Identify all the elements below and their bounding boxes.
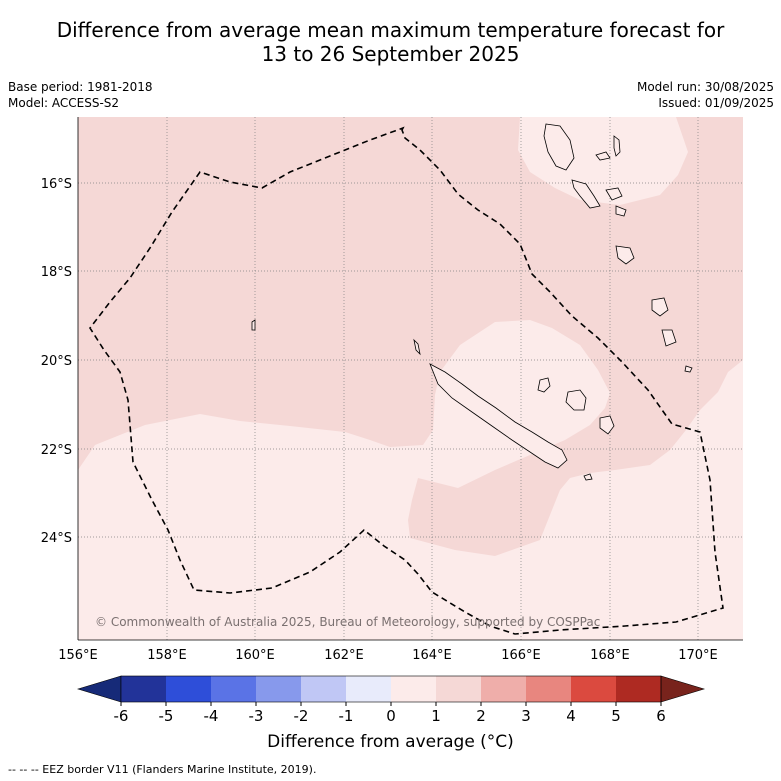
colorbar-tick-label: 0 [386, 707, 396, 725]
vanuatu-epi [615, 205, 627, 217]
colorbar-tick-label: -6 [114, 707, 129, 725]
vanuatu-pentecost [613, 135, 621, 157]
vanuatu-ambrym [605, 187, 623, 201]
anomaly-zone-1-2-upper [78, 117, 743, 556]
colorbar-swatch [571, 676, 616, 702]
meta-right: Model run: 30/08/2025 Issued: 01/09/2025 [637, 79, 774, 111]
vanuatu-espiritu-santo [543, 123, 575, 171]
colorbar-swatch [436, 676, 481, 702]
colorbar-tick-label: 6 [656, 707, 666, 725]
eez-border [89, 126, 724, 635]
lon-label: 162°E [324, 648, 364, 663]
coastlines [251, 123, 693, 481]
lat-label: 18°S [41, 265, 72, 280]
colorbar-label: Difference from average (°C) [267, 732, 514, 752]
lon-label: 170°E [678, 648, 718, 663]
model-name: Model: ACCESS-S2 [8, 96, 120, 110]
map-panel [78, 117, 743, 640]
vanuatu-erromango [651, 297, 669, 317]
colorbar-swatch [121, 676, 166, 702]
latitude-labels: 16°S 18°S 20°S 22°S 24°S [41, 177, 72, 546]
vanuatu-maewo [595, 151, 611, 161]
colorbar: -6 -5 -4 -3 -2 -1 0 1 2 3 4 5 6 [76, 675, 706, 725]
lifou-island [565, 389, 587, 411]
issued-date: Issued: 01/09/2025 [658, 96, 774, 110]
ouvea-island [537, 377, 551, 393]
vanuatu-efate [615, 245, 635, 265]
colorbar-tick-label: -2 [294, 707, 309, 725]
colorbar-tick-label: -1 [339, 707, 354, 725]
lat-label: 24°S [41, 531, 72, 546]
lat-label: 20°S [41, 354, 72, 369]
belep-island [413, 338, 421, 356]
colorbar-swatch [391, 676, 436, 702]
title-line-1: Difference from average mean maximum tem… [56, 18, 725, 42]
lon-label: 160°E [235, 648, 275, 663]
isle-of-pines [583, 473, 593, 481]
colorbar-over-arrow [660, 675, 706, 703]
map-title: Difference from average mean maximum tem… [0, 18, 781, 66]
colorbar-tick-label: 4 [566, 707, 576, 725]
lon-label: 156°E [58, 648, 98, 663]
base-period: Base period: 1981-2018 [8, 80, 153, 94]
colorbar-under-arrow [76, 675, 122, 703]
lon-label: 164°E [412, 648, 452, 663]
colorbar-swatch [526, 676, 571, 702]
colorbar-tick-label: -3 [249, 707, 264, 725]
colorbar-tick-label: 5 [611, 707, 621, 725]
colorbar-tick-label: 1 [431, 707, 441, 725]
vanuatu-tanna [661, 329, 677, 347]
lon-label: 168°E [590, 648, 630, 663]
map-gridlines [78, 117, 743, 640]
colorbar-swatch [346, 676, 391, 702]
lon-label: 158°E [147, 648, 187, 663]
colorbar-swatch [301, 676, 346, 702]
mare-island [599, 415, 615, 435]
model-run: Model run: 30/08/2025 [636, 80, 774, 94]
vanuatu-aneityum [684, 365, 693, 373]
colorbar-swatch [211, 676, 256, 702]
colorbar-tick-label: -4 [204, 707, 219, 725]
colorbar-swatch [166, 676, 211, 702]
title-line-2: 13 to 26 September 2025 [261, 42, 520, 66]
lon-label: 166°E [501, 648, 541, 663]
colorbar-swatch [481, 676, 526, 702]
chesterfield-islet [251, 319, 256, 331]
colorbar-swatch [256, 676, 301, 702]
colorbar-swatch [616, 676, 661, 702]
vanuatu-malekula [571, 179, 601, 209]
longitude-labels: 156°E 158°E 160°E 162°E 164°E 166°E 168°… [58, 648, 718, 663]
eez-footnote: -- -- -- EEZ border V11 (Flanders Marine… [8, 763, 317, 776]
lat-label: 16°S [41, 177, 72, 192]
copyright-notice: © Commonwealth of Australia 2025, Bureau… [95, 615, 600, 629]
meta-left: Base period: 1981-2018 Model: ACCESS-S2 [8, 79, 153, 111]
colorbar-tick-label: -5 [159, 707, 174, 725]
new-caledonia-main-island [429, 363, 568, 469]
colorbar-tick-label: 2 [476, 707, 486, 725]
colorbar-tick-label: 3 [521, 707, 531, 725]
lat-label: 22°S [41, 443, 72, 458]
